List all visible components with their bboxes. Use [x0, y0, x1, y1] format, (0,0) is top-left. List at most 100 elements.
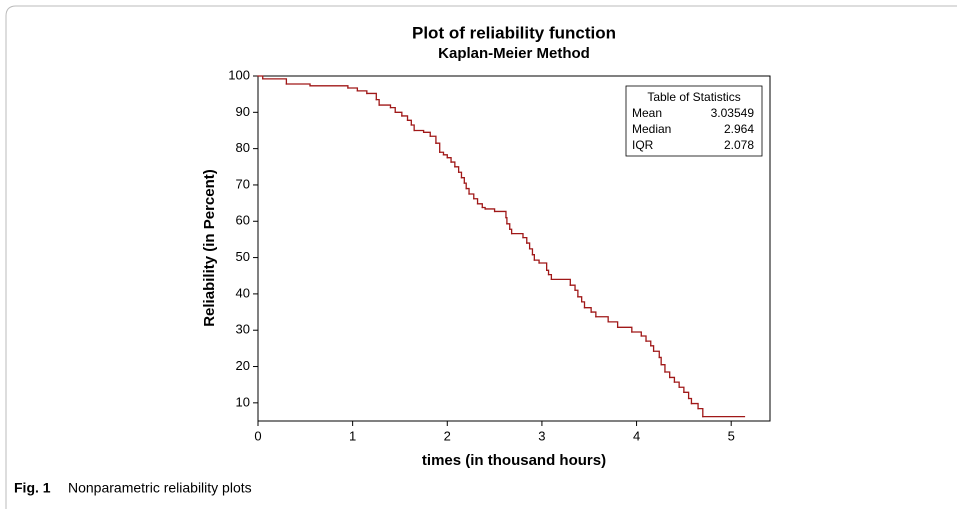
step-segment [413, 129, 425, 133]
step-segment [550, 278, 571, 286]
step-segment [506, 223, 511, 230]
step-segment [505, 216, 508, 225]
caption-label: Fig. 1 [14, 480, 51, 496]
step-segment [569, 284, 576, 291]
step-segment [522, 236, 528, 244]
step-segment [378, 104, 392, 109]
caption-text: Nonparametric reliability plots [68, 480, 252, 496]
stats-box [625, 85, 763, 157]
step-segment [285, 83, 311, 87]
step-segment [389, 106, 396, 113]
step-segment [356, 90, 368, 95]
step-segment [531, 254, 535, 261]
step-segment [574, 289, 579, 298]
step-segment [442, 154, 448, 159]
y-tick-label: 90 [236, 104, 250, 119]
y-tick-label: 60 [236, 213, 250, 228]
step-segment [577, 296, 583, 303]
step-segment [406, 119, 412, 126]
step-segment [645, 340, 652, 347]
step-segment [640, 335, 647, 342]
step-segment [454, 166, 460, 173]
step-segment [347, 87, 359, 92]
step-segment [687, 397, 693, 405]
step-segment [683, 391, 690, 400]
step-segment [476, 203, 483, 209]
stats-value: 2.078 [724, 138, 754, 152]
step-segment [493, 210, 507, 219]
stats-key: IQR [632, 138, 654, 152]
y-tick-label: 80 [236, 140, 250, 155]
stats-value: 2.964 [724, 122, 754, 136]
y-axis-label: Reliability (in Percent) [201, 169, 218, 327]
step-segment [590, 311, 597, 318]
step-segment [528, 248, 534, 256]
step-segment [533, 259, 540, 264]
y-tick-label: 30 [236, 322, 250, 337]
x-tick-label: 0 [254, 428, 261, 443]
step-segment [510, 232, 524, 239]
step-segment [631, 331, 642, 337]
step-segment [664, 371, 671, 379]
y-tick-label: 20 [236, 358, 250, 373]
step-segment [435, 142, 441, 153]
stats-title: Table of Statistics [647, 90, 740, 104]
step-segment [538, 262, 548, 271]
step-segment [690, 402, 699, 410]
step-segment [660, 364, 666, 373]
x-tick-label: 4 [633, 428, 640, 443]
step-segment [401, 115, 409, 121]
y-tick-label: 70 [236, 176, 250, 191]
step-segment [465, 187, 470, 195]
y-tick-label: 100 [228, 67, 250, 82]
step-segment [669, 376, 676, 383]
stats-key: Mean [632, 106, 662, 120]
step-segment [650, 345, 655, 352]
step-segment [422, 131, 431, 137]
step-segment [509, 228, 513, 235]
step-segment [450, 161, 456, 168]
x-axis-label: times (in thousand hours) [422, 452, 606, 469]
plot-frame [257, 75, 771, 422]
step-segment [309, 85, 349, 89]
step-segment [697, 408, 704, 418]
step-segment [375, 98, 380, 106]
step-segment [616, 326, 633, 333]
step-segment [257, 75, 264, 80]
chart-subtitle: Kaplan-Meier Method [438, 45, 590, 62]
x-tick-label: 2 [444, 428, 451, 443]
step-segment [547, 273, 553, 281]
step-segment [484, 208, 496, 213]
step-segment [460, 177, 465, 184]
x-tick-label: 3 [538, 428, 545, 443]
step-segment [658, 356, 662, 366]
step-segment [463, 182, 467, 190]
x-tick-label: 1 [349, 428, 356, 443]
figure-frame [5, 5, 957, 509]
step-segment [262, 78, 288, 85]
step-segment [429, 135, 437, 144]
step-segment [678, 386, 685, 393]
x-tick-label: 5 [728, 428, 735, 443]
step-segment [581, 301, 586, 309]
step-segment [595, 316, 609, 323]
y-tick-label: 50 [236, 249, 250, 264]
step-segment [468, 193, 475, 200]
chart-title: Plot of reliability function [412, 23, 616, 42]
step-segment [439, 151, 445, 156]
step-segment [410, 124, 415, 132]
stats-value: 3.03549 [711, 106, 755, 120]
y-tick-label: 40 [236, 285, 250, 300]
step-segment [394, 111, 403, 117]
y-tick-label: 10 [236, 394, 250, 409]
step-segment [546, 269, 550, 276]
step-segment [652, 350, 660, 359]
step-segment [366, 92, 377, 101]
step-segment [673, 381, 680, 388]
step-segment [457, 171, 463, 179]
step-segment [583, 307, 592, 313]
step-segment [446, 157, 452, 163]
step-segment [473, 198, 479, 205]
